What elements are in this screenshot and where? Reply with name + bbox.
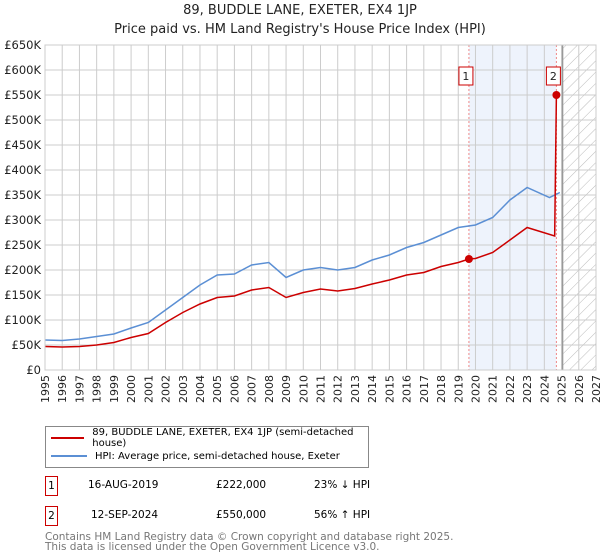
sale-date: 12-SEP-2024 <box>91 509 159 521</box>
x-tick-label: 2009 <box>280 375 293 403</box>
x-tick-label: 2022 <box>504 375 517 403</box>
hpi-line <box>44 186 561 342</box>
y-tick-label: £0 <box>26 363 41 377</box>
x-tick-label: 2008 <box>263 375 276 403</box>
plot-border <box>44 44 597 371</box>
x-tick-label: 2001 <box>142 375 155 403</box>
x-tick-label: 2018 <box>435 375 448 403</box>
legend-item-hpi: HPI: Average price, semi-detached house,… <box>51 448 340 464</box>
y-tick-label: £450K <box>4 138 41 152</box>
x-tick-label: 2027 <box>590 375 600 403</box>
footer: Contains HM Land Registry data © Crown c… <box>45 531 454 553</box>
x-tick-label: 2025 <box>556 375 569 403</box>
sale-label-box <box>458 66 474 86</box>
y-tick-label: £550K <box>4 88 41 102</box>
x-tick-label: 2014 <box>366 375 379 403</box>
sale-row-2: 2 12-SEP-2024 £550,000 56% ↑ HPI <box>45 506 445 526</box>
x-tick-label: 2023 <box>521 375 534 403</box>
y-tick-label: £400K <box>4 163 41 177</box>
sale-label-box <box>545 66 561 86</box>
sale-date: 16-AUG-2019 <box>88 479 159 491</box>
x-tick-label: 2005 <box>211 375 224 403</box>
sale-badge: 1 <box>45 476 58 496</box>
legend-item-property: 89, BUDDLE LANE, EXETER, EX4 1JP (semi-d… <box>51 427 368 449</box>
x-tick-label: 2004 <box>194 375 207 403</box>
sale-badge: 2 <box>45 506 58 526</box>
y-tick-label: £150K <box>4 288 41 302</box>
chart-title: 89, BUDDLE LANE, EXETER, EX4 1JP <box>183 3 417 18</box>
y-tick-label: £650K <box>4 38 41 52</box>
x-tick-label: 1996 <box>56 375 69 403</box>
x-tick-label: 2020 <box>469 375 482 403</box>
legend-label: 89, BUDDLE LANE, EXETER, EX4 1JP (semi-d… <box>92 427 354 449</box>
legend-swatch <box>51 455 87 457</box>
x-tick-label: 2011 <box>315 375 328 403</box>
y-tick-label: £350K <box>4 188 41 202</box>
sale-hpi: 23% ↓ HPI <box>314 479 371 491</box>
y-tick-label: £100K <box>4 313 41 327</box>
x-tick-label: 2019 <box>452 375 465 403</box>
x-tick-label: 2021 <box>487 375 500 403</box>
sale-price: £222,000 <box>216 479 267 491</box>
plot-area: 1995 1996 1997 1998 1999 2000 2001 2002 2003 2004… <box>4 38 600 403</box>
x-tick-label: 1997 <box>73 375 86 403</box>
y-tick-label: £50K <box>12 338 42 352</box>
x-tick-label: 2006 <box>228 375 241 403</box>
x-tick-label: 2015 <box>383 375 396 403</box>
legend: 89, BUDDLE LANE, EXETER, EX4 1JP (semi-d… <box>45 426 369 468</box>
x-tick-label: 2017 <box>418 375 431 403</box>
y-tick-label: £600K <box>4 63 41 77</box>
chart-subtitle: Price paid vs. HM Land Registry's House … <box>114 22 486 37</box>
legend-label: HPI: Average price, semi-detached house,… <box>95 450 340 462</box>
footer-line: This data is licensed under the Open Gov… <box>45 541 380 553</box>
x-tick-label: 2016 <box>401 375 414 403</box>
x-tick-label: 2026 <box>573 375 586 403</box>
x-tick-label: 1995 <box>39 375 52 403</box>
x-tick-label: 2024 <box>538 375 551 403</box>
y-tick-label: £300K <box>4 213 41 227</box>
x-tick-label: 2013 <box>349 375 362 403</box>
sale-label: 1 <box>462 70 469 83</box>
sale-label: 2 <box>550 70 557 83</box>
x-tick-label: 1998 <box>91 375 104 403</box>
sale-hpi: 56% ↑ HPI <box>314 509 371 521</box>
x-tick-label: 2010 <box>297 375 310 403</box>
sale-row-1: 1 16-AUG-2019 £222,000 23% ↓ HPI <box>45 476 445 496</box>
x-tick-label: 2002 <box>160 375 173 403</box>
sale-point <box>552 91 561 99</box>
y-tick-label: £500K <box>4 113 41 127</box>
sale-period-shade <box>468 45 557 370</box>
x-tick-label: 2003 <box>177 375 190 403</box>
property-line <box>44 94 558 348</box>
x-tick-label: 1999 <box>108 375 121 403</box>
legend-swatch <box>51 437 85 439</box>
sale-point <box>464 255 473 263</box>
footer-line: Contains HM Land Registry data © Crown c… <box>45 531 454 543</box>
x-tick-label: 2012 <box>332 375 345 403</box>
x-tick-label: 2000 <box>125 375 138 403</box>
y-tick-label: £200K <box>4 263 41 277</box>
y-tick-label: £250K <box>4 238 41 252</box>
x-tick-label: 2007 <box>246 375 259 403</box>
sale-price: £550,000 <box>216 509 267 521</box>
